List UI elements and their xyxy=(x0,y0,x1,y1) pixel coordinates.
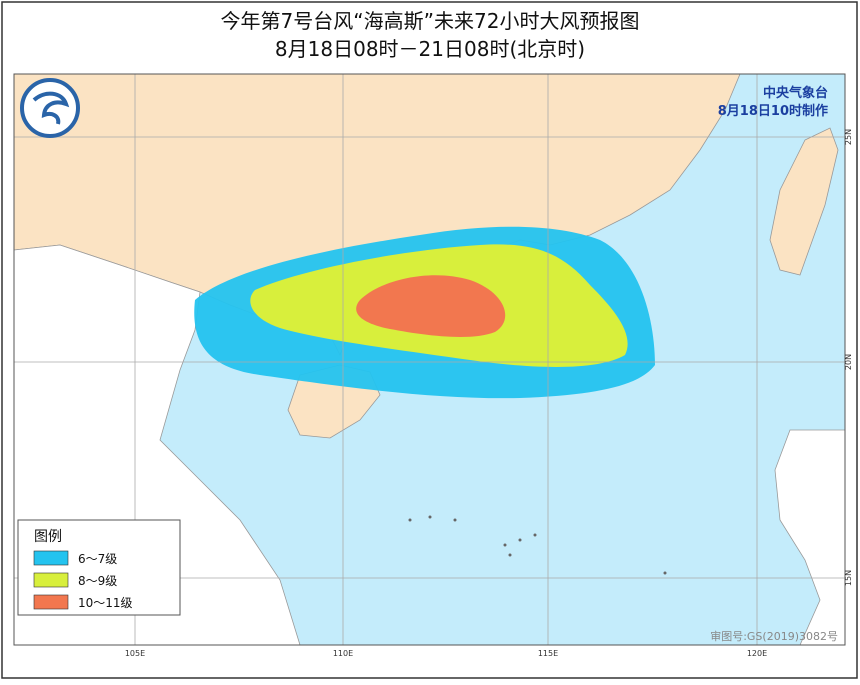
logo xyxy=(20,78,80,138)
axis-labels: 105E 110E 115E 120E 25N 20N 15N xyxy=(125,129,853,658)
legend-swatch xyxy=(33,572,69,588)
philippines xyxy=(774,429,845,645)
legend-label: 10～11级 xyxy=(78,596,133,610)
approval: 审图号:GS(2019)3082号 xyxy=(710,629,838,643)
wind-10-11 xyxy=(356,275,506,337)
lon-label: 115E xyxy=(538,649,558,658)
map-border xyxy=(13,73,846,646)
legend-label: 8～9级 xyxy=(78,574,117,588)
islands xyxy=(408,515,667,575)
lon-label: 120E xyxy=(747,649,767,658)
subtitle: 8月18日08时－21日08时(北京时) xyxy=(275,37,585,61)
lat-label: 15N xyxy=(844,570,853,586)
legend: 图例 6～7级 8～9级 10～11级 xyxy=(17,519,181,616)
legend-title: 图例 xyxy=(34,529,62,545)
agency-issued: 8月18日10时制作 xyxy=(718,103,828,119)
logo-mark xyxy=(32,91,70,125)
title: 今年第7号台风“海高斯”未来72小时大风预报图 xyxy=(221,9,640,33)
lat-label: 20N xyxy=(844,354,853,370)
legend-label: 6～7级 xyxy=(78,552,117,566)
agency-name: 中央气象台 xyxy=(763,85,828,101)
legend-swatch xyxy=(33,594,69,610)
taiwan xyxy=(769,127,839,276)
lat-label: 25N xyxy=(844,129,853,145)
legend-swatch xyxy=(33,550,69,566)
lon-label: 105E xyxy=(125,649,145,658)
lon-label: 110E xyxy=(333,649,353,658)
